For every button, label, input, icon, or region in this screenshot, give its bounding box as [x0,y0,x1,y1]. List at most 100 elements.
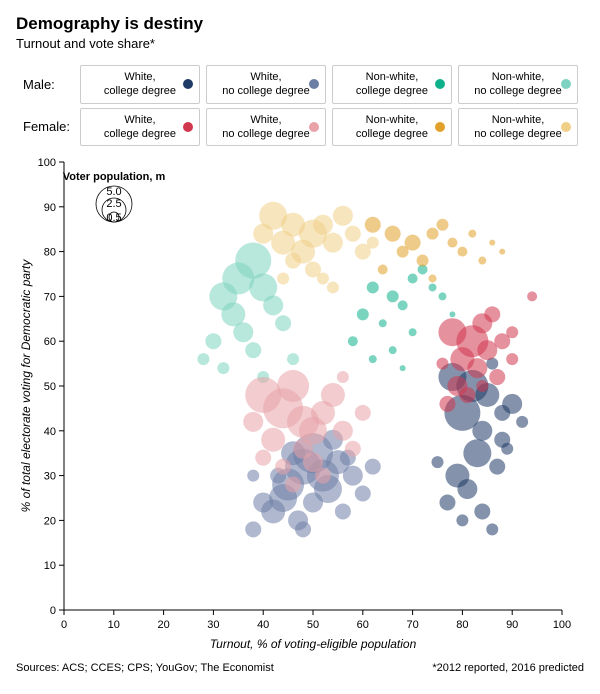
svg-text:Turnout, % of voting-eligible: Turnout, % of voting-eligible population [210,637,417,651]
bubble [295,522,311,538]
bubble [245,342,261,358]
bubble [468,230,476,238]
size-legend-title: Voter population, m [63,171,166,183]
bubble [484,307,500,323]
svg-text:80: 80 [456,619,468,631]
footnote-text: *2012 reported, 2016 predicted [432,662,584,674]
bubble [247,470,259,482]
bubble [379,319,387,327]
bubble [315,468,331,484]
bubble [253,493,273,513]
bubble [477,340,497,360]
bubble [261,428,285,452]
chart-title: Demography is destiny [16,14,584,34]
svg-text:20: 20 [157,619,169,631]
svg-text:100: 100 [553,619,571,631]
bubble [348,336,358,346]
bubble [317,273,329,285]
legend-cell: White,no college degree [206,65,326,104]
bubble [499,249,505,255]
bubble [436,219,448,231]
bubble [457,247,467,257]
svg-text:50: 50 [307,619,319,631]
bubble [489,459,505,475]
bubble [447,238,457,248]
bubble [439,396,455,412]
bubble [367,282,379,294]
bubble [235,243,271,279]
legend-swatch [309,122,319,132]
bubble [337,371,349,383]
bubble [343,466,363,486]
bubble [287,353,299,365]
legend-cell: Non-white,college degree [332,65,452,104]
bubble [321,383,345,407]
bubble [369,355,377,363]
bubble [255,450,271,466]
bubble [365,459,381,475]
svg-text:60: 60 [357,619,369,631]
legend-cell: Non-white,college degree [332,108,452,147]
svg-text:40: 40 [257,619,269,631]
svg-text:90: 90 [506,619,518,631]
bubble [489,369,505,385]
svg-text:30: 30 [44,471,56,483]
bubble [486,524,498,536]
bubble [263,296,283,316]
bubble [367,237,379,249]
legend-row-female: Female: [22,108,74,147]
bubble [457,479,477,499]
bubble [459,387,475,403]
bubble [378,265,388,275]
svg-text:90: 90 [44,202,56,214]
svg-text:70: 70 [44,292,56,304]
bubble [243,412,263,432]
bubble [436,358,448,370]
bubble [400,365,406,371]
bubble [323,233,343,253]
bubble [409,328,417,336]
size-legend-label: 2.5 [106,198,121,210]
bubble [233,322,253,342]
bubble [303,493,323,513]
bubble [355,405,371,421]
bubble [387,291,399,303]
bubble [463,439,491,467]
bubble [506,326,518,338]
svg-text:10: 10 [44,560,56,572]
svg-text:40: 40 [44,426,56,438]
bubble [335,504,351,520]
legend-cell: White,college degree [80,65,200,104]
bubble [357,309,369,321]
bubble [527,292,537,302]
bubble [476,380,488,392]
bubble [478,257,486,265]
bubble [345,441,361,457]
bubble [506,353,518,365]
legend-cell: White,no college degree [206,108,326,147]
svg-text:20: 20 [44,516,56,528]
bubble [501,443,513,455]
bubble [472,421,492,441]
legend-row-male: Male: [22,65,74,104]
bubble [427,228,439,240]
bubble [205,333,221,349]
bubble [245,522,261,538]
bubble [197,353,209,365]
bubble [467,358,487,378]
bubble [494,405,510,421]
bubble [432,456,444,468]
bubble [345,226,361,242]
svg-text:0: 0 [61,619,67,631]
legend-cell: White,college degree [80,108,200,147]
bubble [327,282,339,294]
bubble [417,255,429,267]
bubble [275,459,291,475]
svg-text:70: 70 [406,619,418,631]
legend-cell: Non-white,no college degree [458,108,578,147]
bubble [389,346,397,354]
svg-text:50: 50 [44,381,56,393]
bubble [398,301,408,311]
bubble [438,293,446,301]
bubble [439,495,455,511]
